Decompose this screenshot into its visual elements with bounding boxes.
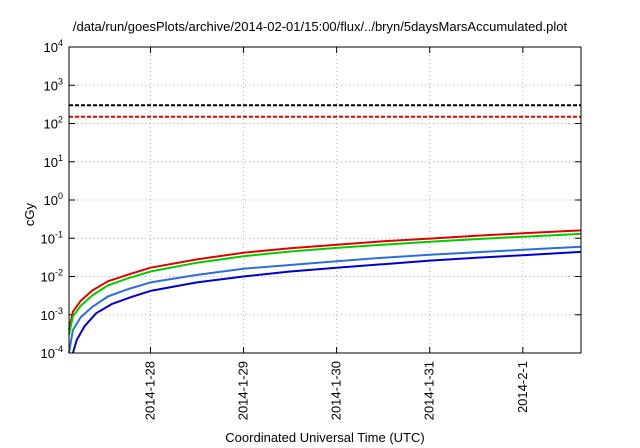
x-tick-label: 2014-1-30	[329, 361, 344, 420]
series-layer	[68, 229, 582, 354]
plot-frame	[68, 46, 582, 354]
y-tick-label: 100	[44, 191, 63, 208]
x-tick-label: 2014-1-28	[142, 361, 157, 420]
series-line	[68, 232, 582, 336]
y-tick-label: 102	[44, 115, 63, 132]
y-axis-label: cGy	[22, 202, 38, 227]
x-tick-label: 2014-1-29	[236, 361, 251, 420]
y-tick-label: 10-2	[41, 268, 63, 285]
x-tick-label: 2014-1-31	[422, 361, 437, 420]
grid-layer	[69, 46, 581, 354]
y-tick-label: 10-3	[41, 306, 63, 323]
series-line	[68, 245, 582, 354]
y-tick-label: 104	[44, 38, 63, 55]
chart-title: /data/run/goesPlots/archive/2014-02-01/1…	[72, 19, 568, 34]
y-tick-label: 10-4	[41, 344, 63, 361]
x-axis-label: Coordinated Universal Time (UTC)	[225, 430, 425, 445]
x-tick-labels: 2014-1-28 2014-1-29 2014-1-30 2014-1-31 2014…	[142, 361, 529, 420]
y-tick-label: 10-1	[41, 229, 63, 246]
series-line	[71, 250, 582, 354]
x-tick-label: 2014-2-1	[515, 361, 530, 413]
y-tick-label: 101	[44, 153, 63, 170]
y-tick-label: 103	[44, 76, 63, 93]
y-tick-labels: 10-4 10-3 10-2 10-1 100 101 102 103 104	[41, 38, 63, 361]
series-line	[68, 229, 582, 331]
reference-lines	[69, 104, 581, 118]
